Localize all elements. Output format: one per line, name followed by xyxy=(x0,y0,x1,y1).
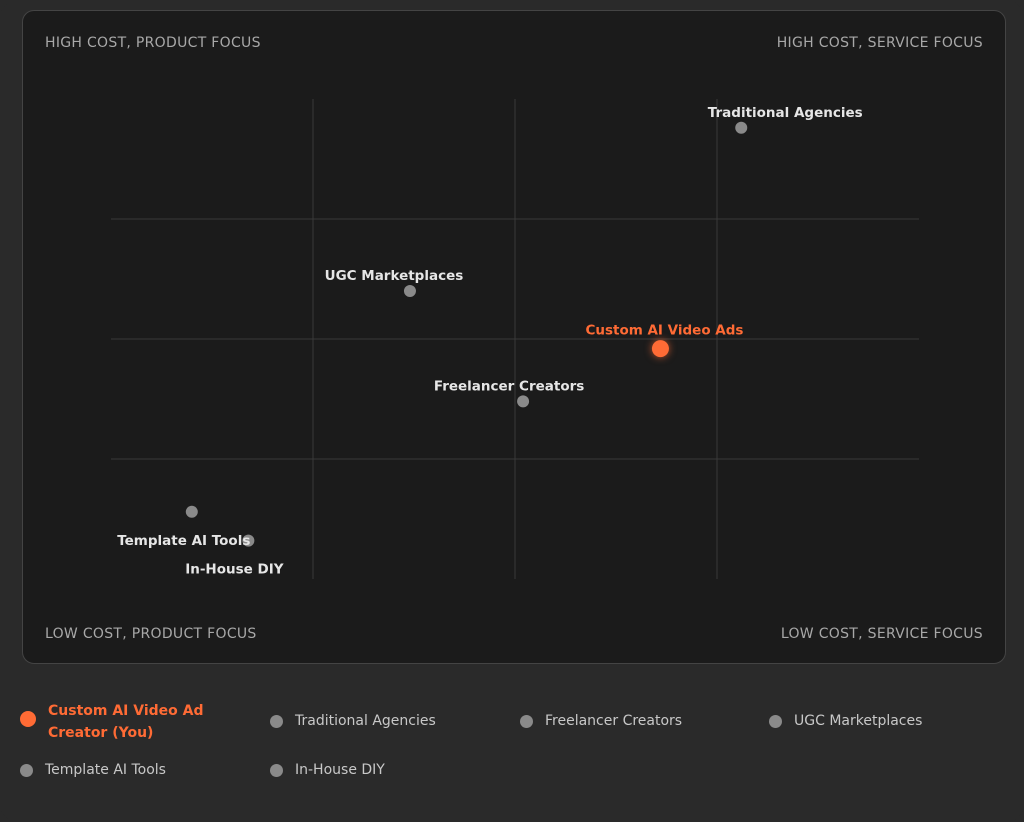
legend-item-template-ai-tools[interactable]: Template AI Tools xyxy=(20,762,166,778)
scatter-plot: Traditional Agencies UGC Marketplaces Cust… xyxy=(111,99,919,579)
legend-item-in-house-diy[interactable]: In-House DIY xyxy=(270,762,385,778)
quadrant-label-bottom-right: LOW COST, SERVICE FOCUS xyxy=(780,626,983,642)
legend-item-custom-ai-video-ad-creator[interactable]: Custom AI Video Ad Creator (You) xyxy=(20,700,208,744)
legend-item-label: Custom AI Video Ad Creator (You) xyxy=(48,703,204,741)
point-label-ugc-marketplaces: UGC Marketplaces xyxy=(325,268,464,284)
point-label-template-ai-tools: Template AI Tools xyxy=(117,533,250,549)
legend-marker-dot xyxy=(20,711,36,727)
legend-item-freelancer-creators[interactable]: Freelancer Creators xyxy=(520,713,682,729)
legend-marker-dot xyxy=(270,764,283,777)
legend-marker-dot xyxy=(769,715,782,728)
legend-item-label: Freelancer Creators xyxy=(545,713,683,729)
quadrant-label-top-left: HIGH COST, PRODUCT FOCUS xyxy=(45,35,261,51)
quadrant-label-bottom-left: LOW COST, PRODUCT FOCUS xyxy=(45,626,257,642)
data-point-in-house-diy xyxy=(242,534,255,547)
data-point-template-ai-tools xyxy=(185,505,198,518)
legend-item-label: Traditional Agencies xyxy=(295,713,436,729)
legend-item-label: Template AI Tools xyxy=(45,762,166,778)
point-label-traditional-agencies: Traditional Agencies xyxy=(708,105,863,121)
data-point-ugc-marketplaces xyxy=(403,285,416,297)
legend-marker-dot xyxy=(520,715,533,728)
point-label-custom-ai-video-ads: Custom AI Video Ads xyxy=(585,323,743,339)
legend-item-traditional-agencies[interactable]: Traditional Agencies xyxy=(270,713,436,729)
legend-marker-dot xyxy=(20,764,33,777)
point-label-freelancer-creators: Freelancer Creators xyxy=(434,378,584,394)
data-point-traditional-agencies xyxy=(735,121,748,134)
quadrant-label-top-right: HIGH COST, SERVICE FOCUS xyxy=(776,35,983,51)
data-point-freelancer-creators xyxy=(517,395,530,408)
legend-item-label: UGC Marketplaces xyxy=(794,713,923,729)
legend-item-ugc-marketplaces[interactable]: UGC Marketplaces xyxy=(769,713,922,729)
point-label-in-house-diy: In-House DIY xyxy=(185,562,284,578)
data-point-custom-ai-video-ads xyxy=(651,340,669,358)
legend-item-label: In-House DIY xyxy=(295,762,385,778)
positioning-map-panel: HIGH COST, PRODUCT FOCUS HIGH COST, SERV… xyxy=(22,10,1006,664)
legend-marker-dot xyxy=(270,715,283,728)
chart-legend: Custom AI Video Ad Creator (You) Traditi… xyxy=(0,690,1024,810)
